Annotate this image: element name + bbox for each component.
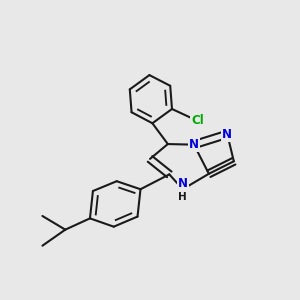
Text: Cl: Cl — [191, 114, 204, 128]
Text: N: N — [178, 177, 188, 190]
Text: H: H — [178, 192, 187, 202]
Text: N: N — [222, 128, 232, 141]
Text: N: N — [189, 138, 199, 151]
